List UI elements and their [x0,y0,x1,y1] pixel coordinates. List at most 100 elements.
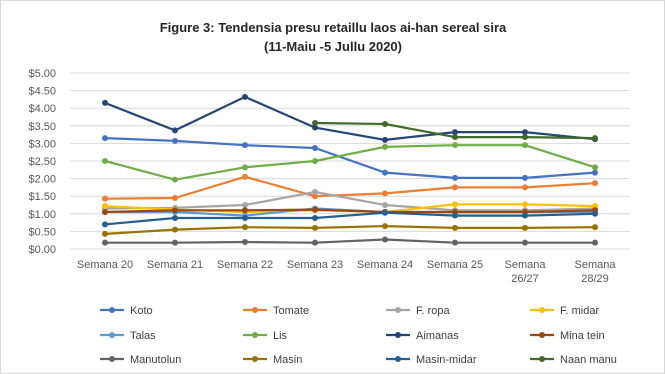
y-tick-label: $2.00 [28,174,56,186]
data-point [592,239,598,246]
data-point [312,215,318,222]
legend: Koto Tomate F. ropa F. midar Talas Lis Aimanas… [100,305,617,366]
legend-item: Manutolun [100,354,181,366]
data-point [102,209,108,216]
data-point [242,164,248,171]
data-point [242,215,248,222]
data-point [102,239,108,246]
data-point [522,174,528,181]
legend-label: Masin-midar [416,354,477,366]
data-point [382,223,388,230]
chart-subtitle: (11-Maiu -5 Jullu 2020) [264,39,402,54]
data-point [452,142,458,149]
data-point [592,224,598,231]
series-lines [102,93,598,246]
legend-marker [539,356,545,362]
y-tick-label: $1.50 [28,191,56,203]
chart-title: Figure 3: Tendensia presu retaillu laos … [160,20,507,35]
data-point [242,207,248,214]
data-point [382,236,388,243]
legend-item: Naan manu [530,354,617,366]
data-point [382,169,388,176]
series-naan-manu [312,119,598,142]
data-point [242,238,248,245]
legend-marker [252,332,258,338]
legend-label: Talas [130,330,156,342]
data-point [592,169,598,176]
legend-marker [395,307,401,313]
data-point [452,174,458,181]
data-point [312,193,318,200]
x-tick-label: Semana 21 [147,259,203,271]
data-point [312,188,318,195]
data-point [592,210,598,217]
data-point [312,158,318,164]
y-tick-label: $5.00 [28,68,56,80]
legend-marker [252,356,258,362]
legend-marker [395,332,401,338]
data-point [242,142,248,149]
data-point [382,202,388,208]
legend-item: Masin-midar [386,354,477,366]
x-tick-label: Semana 28/29 [575,259,617,285]
legend-item: Aimanas [386,330,459,342]
data-point [172,127,178,134]
legend-label: F. midar [560,305,599,317]
data-point [172,176,178,183]
data-point [522,129,528,136]
series-line [104,190,596,212]
legend-marker [109,356,115,362]
data-point [452,134,458,141]
x-axis-ticks: Semana 20 Semana 21 Semana 22 Semana 23 Sema… [77,259,616,285]
data-point [102,99,108,106]
data-point [312,119,318,126]
legend-label: Naan manu [560,354,617,366]
data-point [172,137,178,144]
x-tick-label: Semana 22 [217,259,273,271]
legend-label: Tomate [273,305,309,317]
series-line [104,208,596,214]
series-line [104,211,596,226]
data-point [312,206,318,213]
legend-marker [109,307,115,313]
y-tick-label: $4.00 [28,103,56,115]
x-tick-label: Semana 20 [77,259,133,271]
data-point [452,129,458,136]
data-point [452,212,458,219]
data-point [522,142,528,149]
data-point [452,201,458,208]
legend-label: Aimanas [416,330,459,342]
series-line [104,144,596,181]
series-masin-midar [102,209,598,228]
y-tick-label: $2.50 [28,156,56,168]
data-point [382,190,388,197]
x-tick-label: Semana 23 [287,259,343,271]
data-point [592,203,598,210]
data-point [592,135,598,142]
data-point [522,201,528,208]
data-point [452,224,458,231]
series-koto [102,135,598,181]
data-point [312,239,318,246]
x-tick-label: Semana 25 [427,259,483,271]
x-tick-label: Semana 24 [357,259,413,271]
legend-item: F. midar [530,305,599,317]
series-masin [102,223,598,237]
y-tick-label: $4.50 [28,86,56,98]
series-line [104,175,596,200]
series-lis [102,142,598,183]
data-point [592,180,598,187]
data-point [242,93,248,100]
series-line [105,238,595,244]
data-point [452,239,458,246]
series-tomate [102,173,598,202]
data-point [172,239,178,246]
data-point [312,124,318,131]
data-point [382,209,388,216]
legend-item: Lis [243,330,288,342]
series-line [104,95,596,141]
data-point [312,144,318,151]
series-line [104,225,596,235]
